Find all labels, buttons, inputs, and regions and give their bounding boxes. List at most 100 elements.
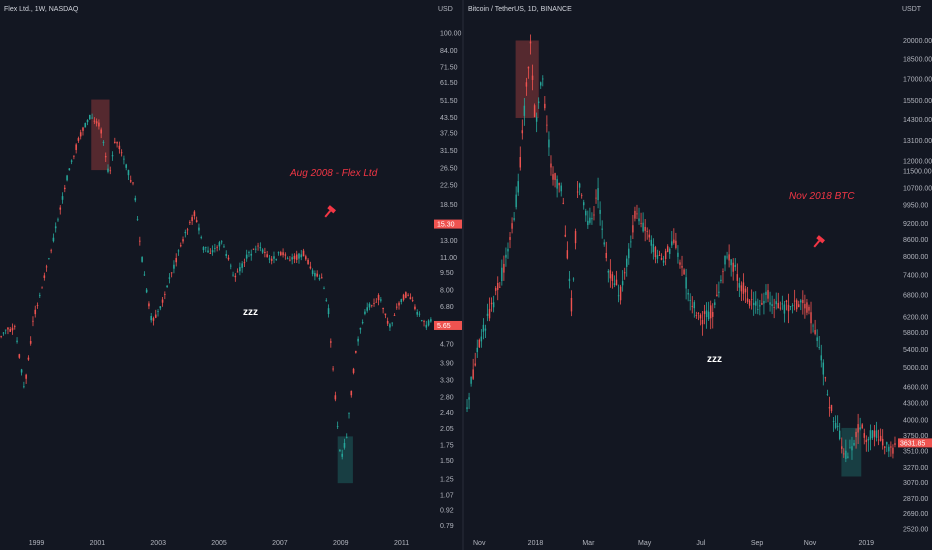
candle-body <box>560 185 562 192</box>
candle-body <box>302 250 305 257</box>
candle <box>705 302 708 329</box>
candle-body <box>640 223 642 224</box>
candle-body <box>621 281 624 286</box>
candle <box>853 439 855 447</box>
candle-body <box>773 307 775 308</box>
time-tick-label: 2001 <box>90 540 106 547</box>
candle <box>763 292 765 315</box>
candle <box>170 272 173 278</box>
candle <box>143 271 146 277</box>
candle <box>472 358 474 380</box>
price-tick-label: 5000.00 <box>903 365 928 372</box>
candle-body <box>892 447 894 454</box>
candle <box>683 268 685 275</box>
candle-body <box>395 306 398 308</box>
candle <box>350 390 353 398</box>
candle-body <box>129 180 132 182</box>
candle <box>550 155 552 176</box>
candle-body <box>558 182 560 186</box>
candle-body <box>409 297 412 300</box>
candle-body <box>734 264 736 268</box>
time-tick-label: 2018 <box>528 540 544 547</box>
candle <box>527 66 530 79</box>
candle-body <box>652 244 655 253</box>
candle <box>601 220 603 239</box>
candle <box>234 273 237 282</box>
candle-body <box>325 300 328 302</box>
right-time-axis: Nov 2018 Mar May Jul Sep Nov 2019 <box>473 540 874 547</box>
candle-body <box>243 262 246 264</box>
candle <box>177 249 180 256</box>
candle <box>266 250 268 258</box>
candle <box>73 155 75 160</box>
candle-body <box>542 78 544 80</box>
candle <box>701 310 704 336</box>
candle <box>570 290 573 317</box>
candle-body <box>742 282 745 294</box>
candle-body <box>254 248 257 250</box>
candle-body <box>583 202 585 206</box>
candle-body <box>847 456 849 458</box>
candle-body <box>411 300 414 301</box>
candle <box>658 250 661 257</box>
candle <box>468 392 470 410</box>
candle-body <box>20 369 23 373</box>
candle-body <box>531 75 534 80</box>
candle-body <box>523 105 526 116</box>
candle-body <box>834 422 837 428</box>
candle <box>656 249 659 264</box>
candle-body <box>683 269 685 275</box>
candle-body <box>134 198 137 201</box>
candle-body <box>795 300 798 310</box>
candle-body <box>740 285 743 292</box>
candle-body <box>323 288 325 290</box>
candle <box>336 421 339 430</box>
candle <box>111 151 114 161</box>
candle <box>282 248 284 258</box>
candle <box>578 182 581 196</box>
candle-body <box>332 368 334 370</box>
candle <box>767 283 769 303</box>
candle <box>36 302 39 309</box>
candle-body <box>537 101 540 104</box>
candle-body <box>334 395 337 400</box>
candle-body <box>373 303 375 304</box>
candle-body <box>636 213 638 215</box>
candle <box>29 336 32 346</box>
candle <box>593 205 595 221</box>
price-tick-label: 18500.00 <box>903 56 932 63</box>
candle-body <box>859 427 861 429</box>
candle-body <box>389 324 391 328</box>
candle <box>617 284 620 303</box>
candle <box>777 292 779 309</box>
candle <box>370 304 373 308</box>
candle <box>497 276 499 301</box>
candle <box>679 259 681 269</box>
candle <box>141 256 143 263</box>
candle-body <box>662 260 665 263</box>
right-price-axis: 20000.00 18500.00 17000.00 15500.00 14300.00… <box>903 38 932 534</box>
candle-body <box>478 339 481 348</box>
candle-body <box>877 439 880 441</box>
candle <box>200 235 203 240</box>
price-tick-label: 2.40 <box>440 410 454 417</box>
candle <box>405 291 407 299</box>
candle <box>84 122 87 128</box>
candle-body <box>808 306 810 311</box>
candle <box>740 281 743 301</box>
candle <box>157 309 159 317</box>
candle-body <box>307 259 309 264</box>
candle <box>100 127 102 139</box>
candle-body <box>638 218 640 222</box>
candle <box>697 312 700 321</box>
candle-body <box>286 258 289 260</box>
candle <box>793 289 796 311</box>
candle-body <box>865 439 868 443</box>
candle-body <box>750 299 753 300</box>
candle <box>546 115 548 133</box>
candle <box>307 258 309 265</box>
candle-body <box>787 304 790 312</box>
candle <box>252 248 255 250</box>
candle-body <box>300 254 303 258</box>
candle <box>714 299 716 309</box>
